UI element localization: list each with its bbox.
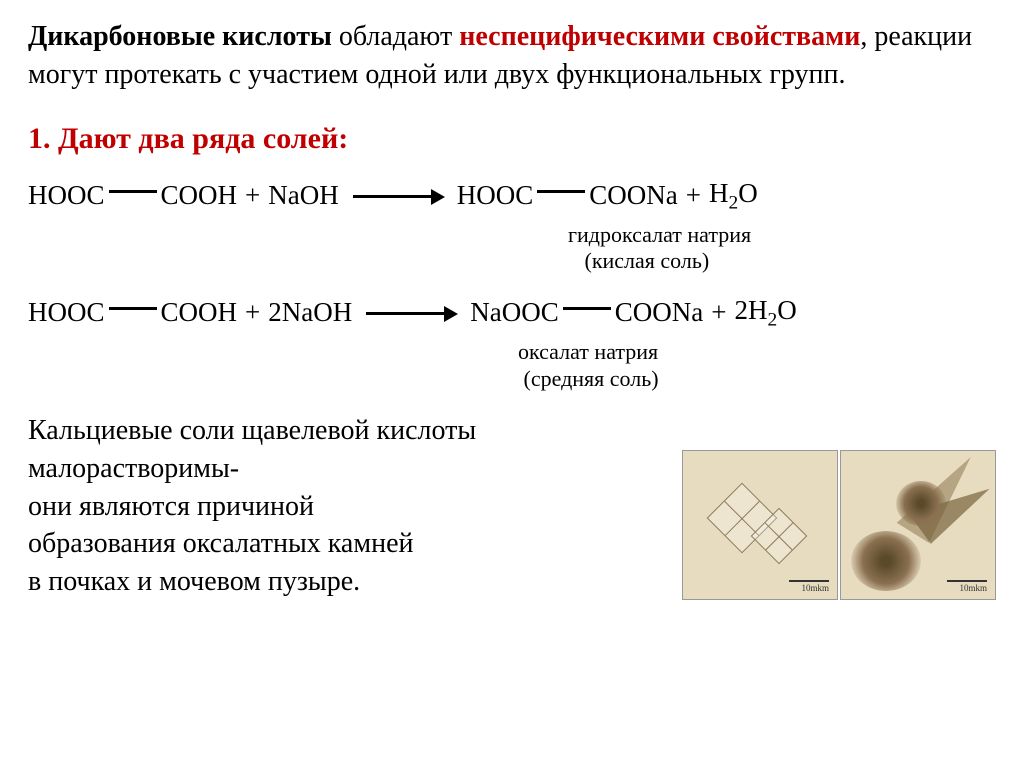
r1-left-b: COOH bbox=[161, 180, 238, 211]
intro-term: Дикарбоновые кислоты bbox=[28, 21, 332, 52]
bond-icon bbox=[109, 190, 157, 193]
plus-icon: + bbox=[711, 297, 726, 328]
section-title: 1. Дают два ряда солей: bbox=[28, 122, 996, 156]
scale-bar: 10mkm bbox=[789, 580, 829, 593]
r1-right-b: COONa bbox=[589, 180, 678, 211]
r1-product-label: гидроксалат натрия (кислая соль) bbox=[568, 222, 996, 275]
r2-product-label: оксалат натрия (средняя соль) bbox=[518, 339, 996, 392]
r2-label-line2: (средняя соль) bbox=[524, 366, 659, 391]
r2-label-line1: оксалат натрия bbox=[518, 339, 658, 364]
reaction-1-equation: HOOC COOH + NaOH HOOC COONa + H2O bbox=[28, 178, 996, 214]
arrow-icon bbox=[353, 186, 443, 206]
intro-paragraph: Дикарбоновые кислоты обладают неспецифич… bbox=[28, 18, 996, 94]
bottom-area: Кальциевые соли щавелевой кислоты малора… bbox=[28, 412, 996, 601]
bottom-line1: Кальциевые соли щавелевой кислоты малора… bbox=[28, 415, 476, 484]
reaction-2-equation: HOOC COOH + 2NaOH NaOOC COONa + 2H2O bbox=[28, 295, 996, 331]
intro-highlight: неспецифическими свойствами bbox=[459, 21, 860, 52]
r2-left-b: COOH bbox=[161, 297, 238, 328]
scale-bar: 10mkm bbox=[947, 580, 987, 593]
bottom-line3: образования оксалатных камней bbox=[28, 528, 413, 559]
bottom-text: Кальциевые соли щавелевой кислоты малора… bbox=[28, 412, 676, 601]
bond-icon bbox=[109, 307, 157, 310]
r2-right-a: NaOOC bbox=[470, 297, 559, 328]
r2-right-b: COONa bbox=[615, 297, 704, 328]
reaction-1: HOOC COOH + NaOH HOOC COONa + H2O гидрок… bbox=[28, 178, 996, 275]
r1-right-a: HOOC bbox=[457, 180, 534, 211]
crystal-image-1: 10mkm bbox=[682, 450, 838, 600]
crystal-image-2: 10mkm bbox=[840, 450, 996, 600]
crystal-cluster-icon bbox=[851, 531, 921, 591]
plus-icon: + bbox=[245, 180, 260, 211]
arrow-icon bbox=[366, 303, 456, 323]
plus-icon: + bbox=[245, 297, 260, 328]
r1-byproduct: H2O bbox=[709, 178, 758, 214]
bond-icon bbox=[537, 190, 585, 193]
plus-icon: + bbox=[686, 180, 701, 211]
r1-reagent: NaOH bbox=[268, 180, 338, 211]
r1-label-line2: (кислая соль) bbox=[585, 248, 710, 273]
r1-left-a: HOOC bbox=[28, 180, 105, 211]
bond-icon bbox=[563, 307, 611, 310]
reaction-2: HOOC COOH + 2NaOH NaOOC COONa + 2H2O окс… bbox=[28, 295, 996, 392]
crystal-cluster-icon bbox=[896, 481, 946, 526]
r1-label-line1: гидроксалат натрия bbox=[568, 222, 751, 247]
r2-reagent: 2NaOH bbox=[268, 297, 352, 328]
bottom-line2: они являются причиной bbox=[28, 491, 314, 522]
intro-text-a: обладают bbox=[332, 21, 459, 52]
r2-left-a: HOOC bbox=[28, 297, 105, 328]
r2-byproduct: 2H2O bbox=[734, 295, 796, 331]
bottom-line4: в почках и мочевом пузыре. bbox=[28, 566, 360, 597]
microscopy-images: 10mkm 10mkm bbox=[682, 450, 996, 600]
